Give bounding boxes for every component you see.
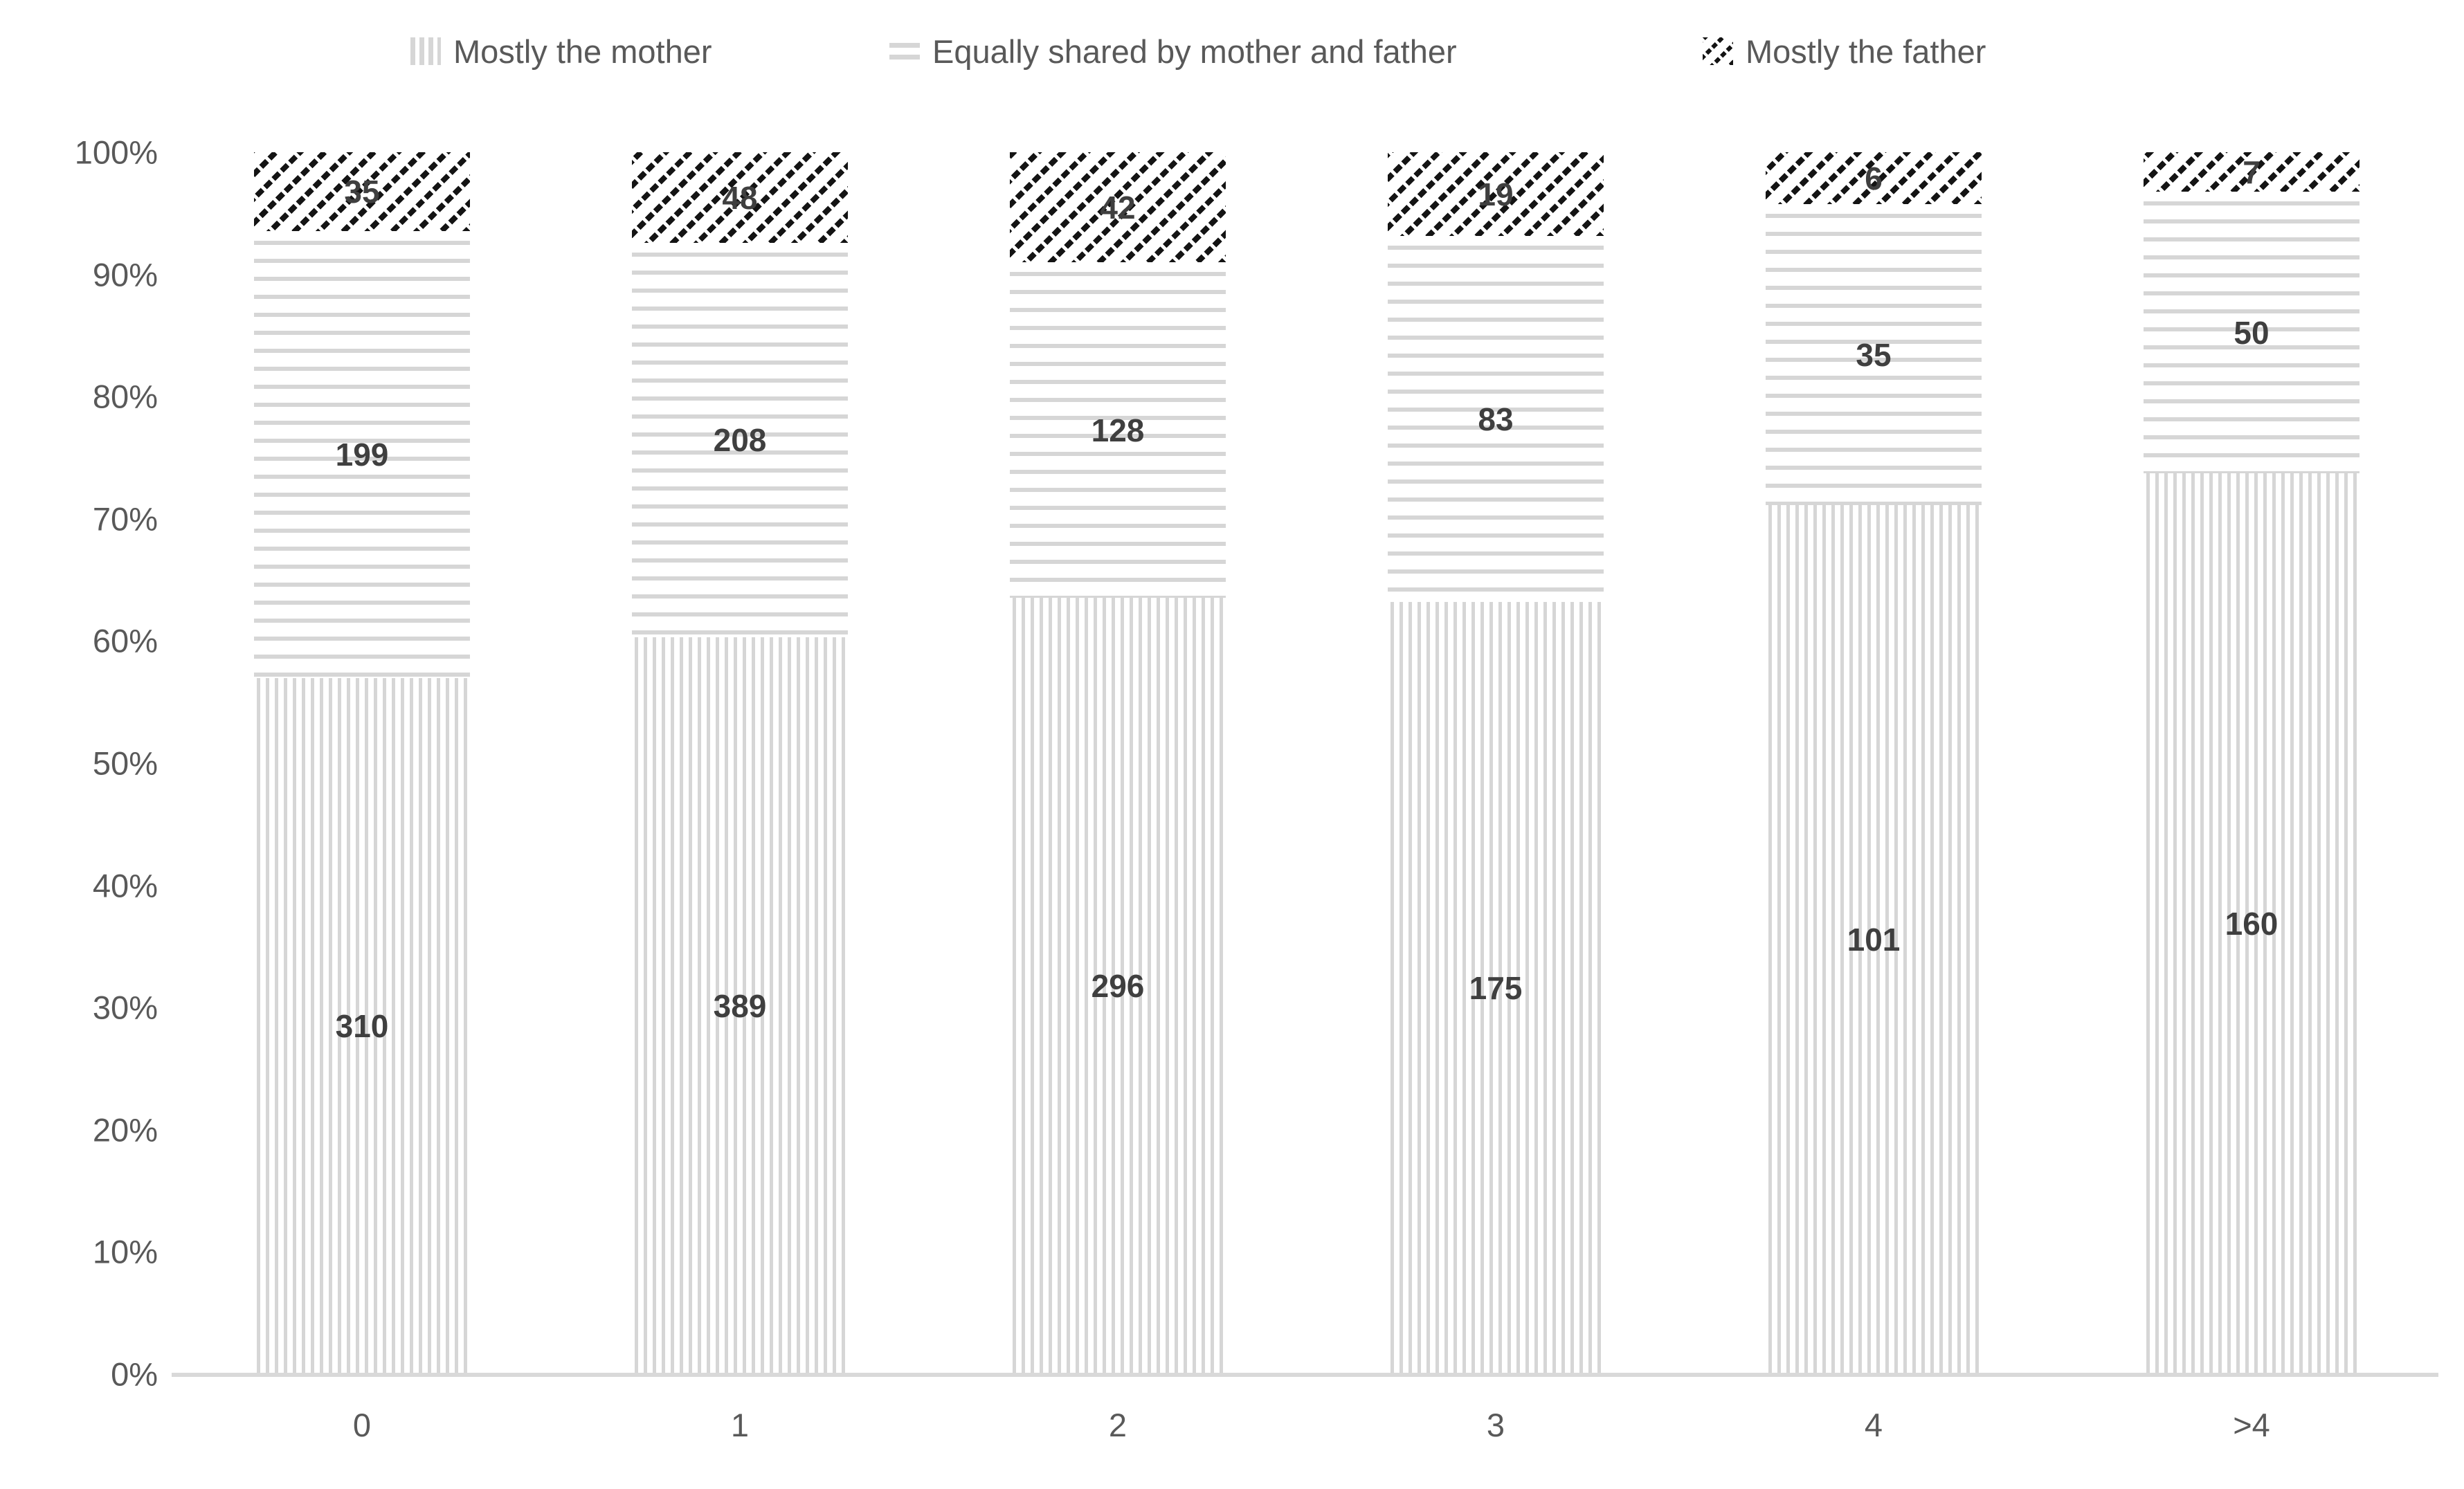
y-tick-label: 40% <box>92 867 158 904</box>
bar-segment-horizontal-lines: 128 <box>1010 262 1226 598</box>
legend-item-diagonal-hatch: Mostly the father <box>1703 24 1986 79</box>
data-label: 19 <box>1478 176 1514 212</box>
bar-segment-horizontal-lines: 35 <box>1766 204 1982 505</box>
vertical-lines-swatch-icon <box>410 37 441 65</box>
bar-segment-vertical-lines: 389 <box>632 637 848 1374</box>
bar-segment-diagonal-hatch: 35 <box>254 152 470 231</box>
data-label: 160 <box>2225 906 2279 942</box>
data-label: 35 <box>1856 336 1892 373</box>
data-label: 128 <box>1091 412 1145 448</box>
bar-category-0: 310 199 35 <box>254 152 470 1374</box>
bar-category-2: 296 128 42 <box>1010 152 1226 1374</box>
data-label: 101 <box>1847 922 1901 958</box>
y-tick-label: 0% <box>111 1355 158 1393</box>
bar-segment-diagonal-hatch: 48 <box>632 152 848 243</box>
bar-category-3: 175 83 19 <box>1388 152 1604 1374</box>
bar-category-4: 101 35 6 <box>1766 152 1982 1374</box>
diagonal-hatch-swatch-icon <box>1703 37 1733 65</box>
y-tick-label: 20% <box>92 1111 158 1149</box>
data-label: 48 <box>722 179 758 216</box>
horizontal-lines-swatch-icon <box>889 37 920 65</box>
y-tick-label: 60% <box>92 622 158 659</box>
y-tick-label: 100% <box>74 134 158 171</box>
legend-label: Mostly the father <box>1746 33 1986 70</box>
x-axis-label: 4 <box>1864 1407 1883 1443</box>
bar-segment-horizontal-lines: 208 <box>632 243 848 637</box>
bar-segment-vertical-lines: 160 <box>2144 473 2359 1374</box>
y-tick-label: 70% <box>92 500 158 538</box>
bar-segment-vertical-lines: 310 <box>254 678 470 1374</box>
legend-label: Equally shared by mother and father <box>932 33 1457 70</box>
bar-segment-horizontal-lines: 199 <box>254 231 470 678</box>
y-tick-label: 50% <box>92 744 158 782</box>
bar-segment-vertical-lines: 296 <box>1010 598 1226 1374</box>
x-axis-label: 0 <box>352 1407 372 1443</box>
x-axis-label: 1 <box>730 1407 750 1443</box>
y-tick-label: 30% <box>92 989 158 1026</box>
y-tick-label: 80% <box>92 378 158 415</box>
bar-segment-horizontal-lines: 50 <box>2144 192 2359 473</box>
bar-segment-vertical-lines: 175 <box>1388 602 1604 1374</box>
x-axis-label: >4 <box>2233 1407 2270 1443</box>
x-axis-label: 2 <box>1108 1407 1127 1443</box>
data-label: 208 <box>713 422 767 458</box>
data-label: 42 <box>1100 189 1136 226</box>
bar-segment-vertical-lines: 101 <box>1766 505 1982 1374</box>
bar-segment-diagonal-hatch: 7 <box>2144 152 2359 192</box>
y-tick-label: 10% <box>92 1233 158 1270</box>
bar-segment-horizontal-lines: 83 <box>1388 236 1604 602</box>
bar-category-1: 389 208 48 <box>632 152 848 1374</box>
data-label: 175 <box>1469 970 1523 1006</box>
data-label: 296 <box>1091 968 1145 1004</box>
x-axis-line <box>172 1373 2438 1377</box>
x-axis-label: 3 <box>1486 1407 1505 1443</box>
legend-label: Mostly the mother <box>453 33 712 70</box>
data-label: 50 <box>2234 314 2270 351</box>
bar-segment-diagonal-hatch: 19 <box>1388 152 1604 236</box>
y-tick-label: 90% <box>92 256 158 293</box>
data-label: 310 <box>335 1008 389 1044</box>
data-label: 35 <box>344 174 380 210</box>
data-label: 199 <box>335 437 389 473</box>
data-label: 389 <box>713 987 767 1024</box>
legend-item-vertical-lines: Mostly the mother <box>410 24 712 79</box>
data-label: 83 <box>1478 401 1514 437</box>
bar-category->4: 160 50 7 <box>2144 152 2359 1374</box>
bar-segment-diagonal-hatch: 42 <box>1010 152 1226 262</box>
data-label: 7 <box>2243 154 2261 190</box>
legend-item-horizontal-lines: Equally shared by mother and father <box>889 24 1457 79</box>
bar-segment-diagonal-hatch: 6 <box>1766 152 1982 204</box>
data-label: 6 <box>1865 160 1883 197</box>
